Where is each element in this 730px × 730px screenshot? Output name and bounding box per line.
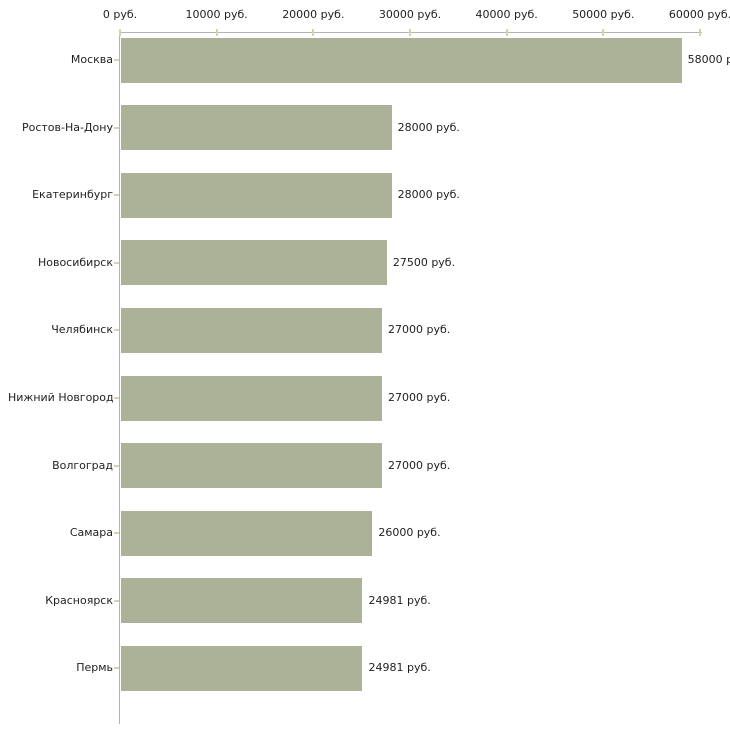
category-label: Пермь (76, 661, 113, 675)
value-label: 27000 руб. (388, 323, 451, 337)
x-tick-label: 20000 руб. (282, 8, 345, 21)
y-tick-mark (114, 59, 119, 61)
x-tick-label: 0 руб. (102, 8, 138, 21)
x-tick-mark (312, 29, 315, 36)
category-label: Ростов-На-Дону (21, 120, 113, 134)
x-tick-label: 10000 руб. (185, 8, 248, 21)
y-tick-mark (114, 261, 119, 264)
category-label: Челябинск (51, 323, 113, 337)
category-label: Новосибирск (37, 255, 113, 269)
bar (121, 578, 363, 624)
category-label: Екатеринбург (32, 188, 113, 202)
x-tick-mark (119, 29, 121, 36)
y-tick-mark (114, 126, 119, 129)
y-tick-mark (114, 397, 119, 399)
x-tick-mark (505, 29, 508, 36)
bar (121, 443, 382, 489)
category-label: Самара (69, 526, 113, 540)
value-label: 24981 руб. (368, 593, 431, 607)
y-tick-mark (114, 667, 119, 670)
value-label: 28000 руб. (397, 188, 460, 202)
value-label: 27000 руб. (388, 391, 451, 404)
x-tick-label: 30000 руб. (378, 8, 442, 21)
x-tick-mark (409, 29, 411, 36)
x-tick-label: 40000 руб. (475, 8, 538, 21)
x-axis-line (120, 32, 702, 33)
value-label: 27500 руб. (392, 255, 456, 269)
value-label: 27000 руб. (388, 458, 451, 472)
category-label: Москва (70, 53, 113, 66)
x-tick-label: 60000 руб. (668, 8, 730, 21)
bar (121, 240, 387, 286)
x-tick-label: 50000 руб. (572, 8, 635, 21)
bar (121, 645, 363, 691)
y-tick-mark (114, 599, 119, 602)
y-tick-mark (114, 194, 119, 197)
x-tick-mark (699, 29, 701, 36)
bar (121, 105, 392, 151)
bar (121, 375, 382, 421)
bar (121, 37, 682, 83)
y-tick-mark (114, 532, 119, 535)
bar (121, 510, 373, 556)
x-tick-mark (215, 29, 218, 36)
value-label: 28000 руб. (397, 120, 460, 134)
category-label: Красноярск (45, 593, 113, 607)
y-tick-mark (114, 464, 119, 467)
y-axis-line (119, 32, 120, 724)
value-label: 24981 руб. (368, 661, 431, 675)
bar (121, 307, 382, 353)
category-label: Нижний Новгород (8, 391, 114, 404)
category-label: Волгоград (52, 458, 113, 472)
x-tick-mark (602, 29, 605, 36)
y-tick-mark (114, 329, 119, 332)
bar (121, 172, 392, 218)
value-label: 58000 руб. (687, 53, 730, 66)
value-label: 26000 руб. (378, 526, 441, 540)
